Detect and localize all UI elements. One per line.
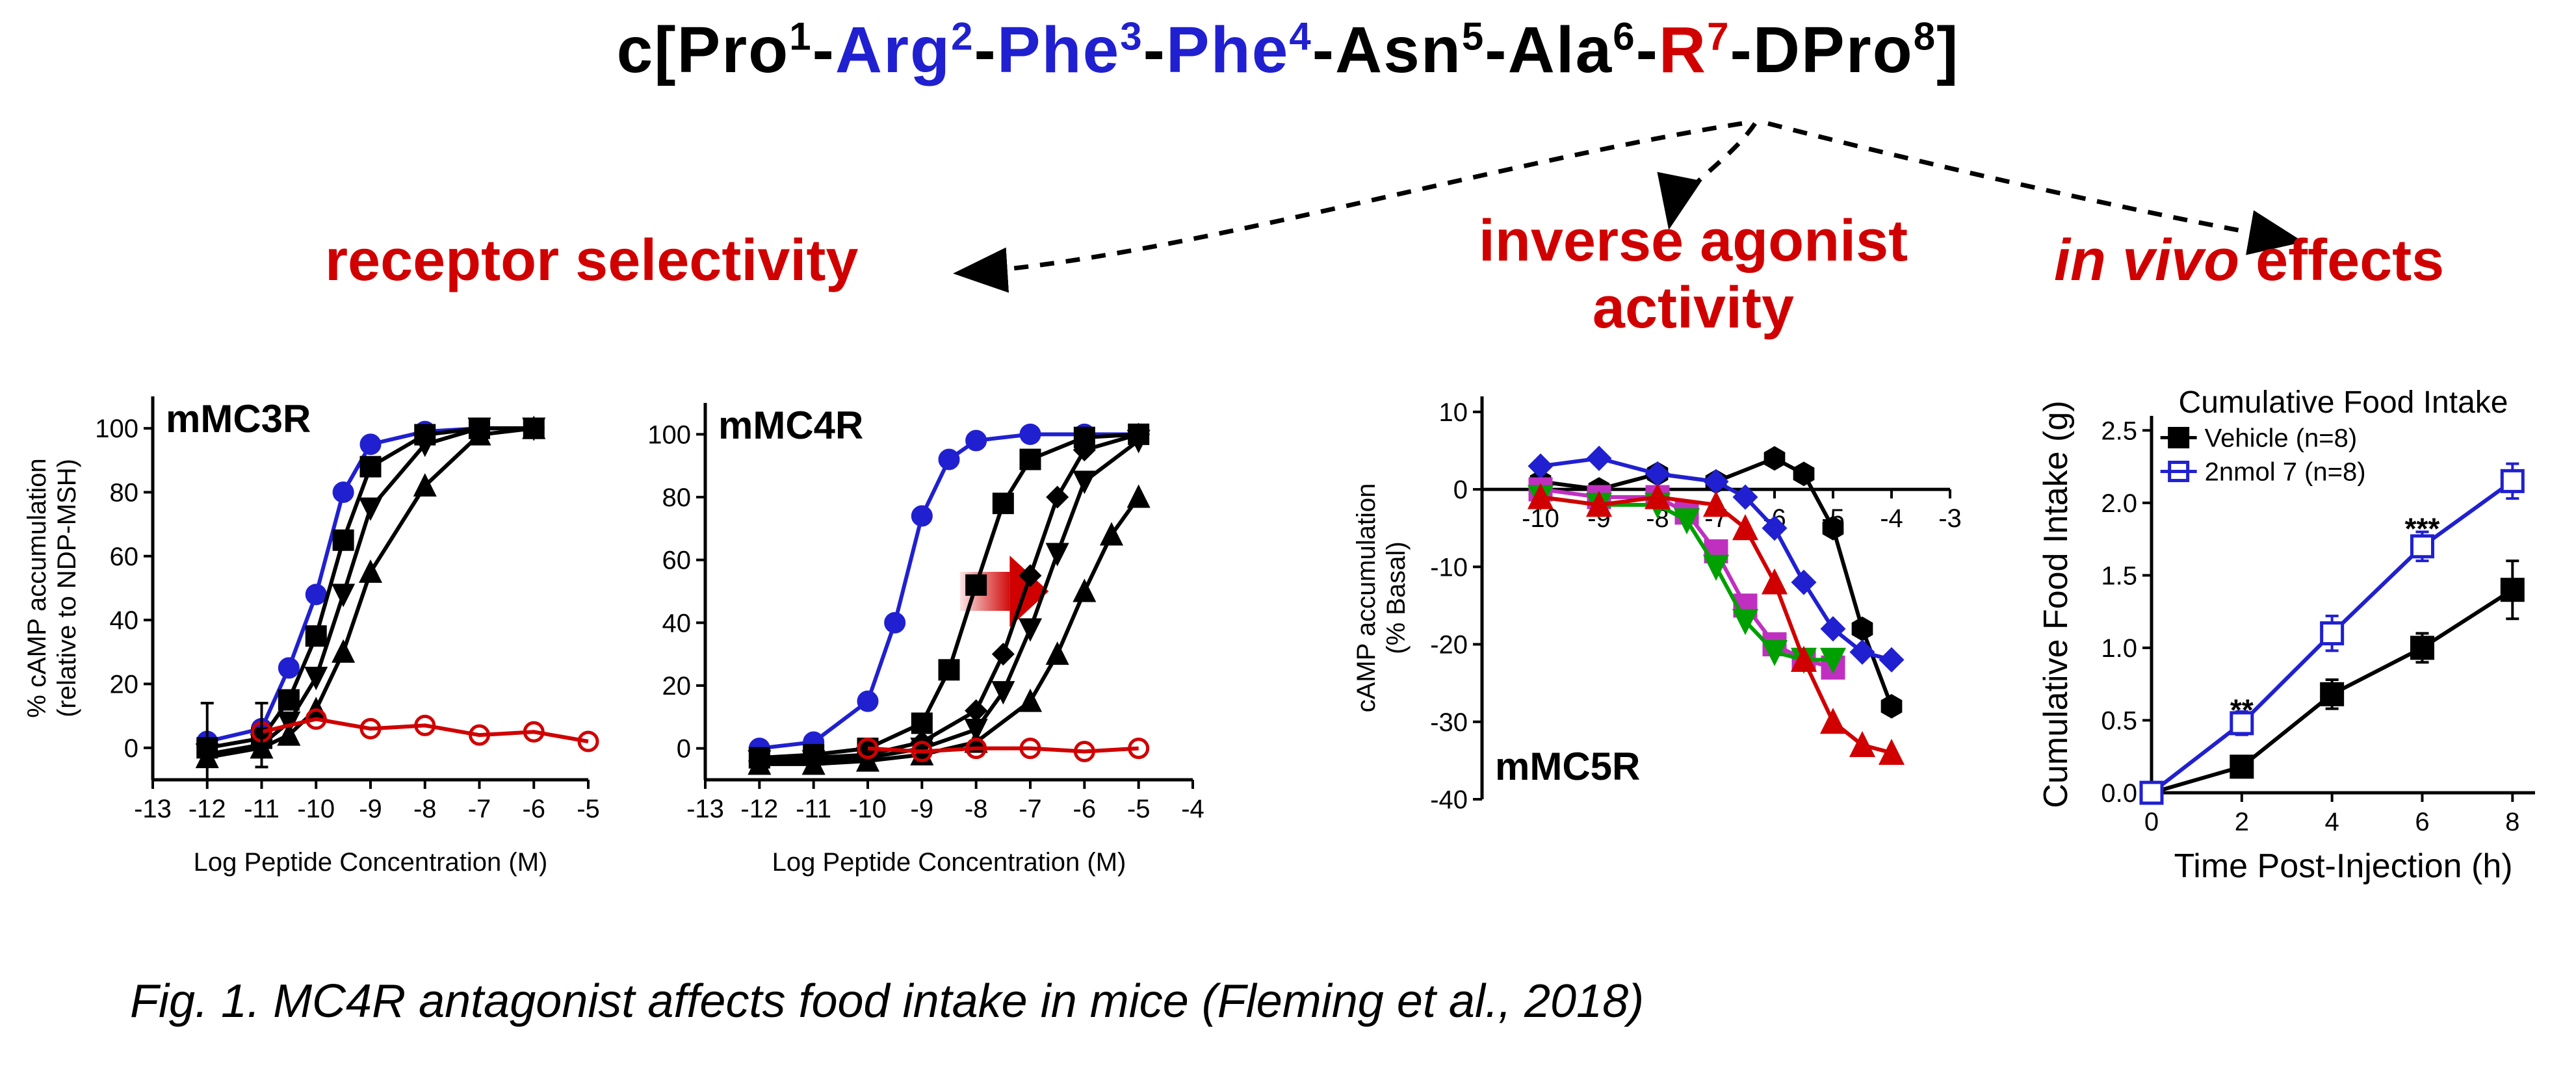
svg-text:-5: -5 (1127, 795, 1151, 823)
svg-text:40: 40 (110, 606, 139, 635)
svg-text:Log Peptide Concentration (M): Log Peptide Concentration (M) (772, 848, 1126, 877)
svg-text:60: 60 (662, 546, 692, 575)
svg-text:10: 10 (1439, 398, 1468, 427)
svg-text:-8: -8 (965, 795, 988, 823)
figure-caption: Fig. 1. MC4R antagonist affects food int… (130, 975, 1644, 1028)
heading-inverse-agonist: inverse agonist activity (1446, 208, 1940, 342)
heading-line1: inverse agonist (1479, 209, 1908, 274)
svg-text:mMC5R: mMC5R (1495, 745, 1640, 788)
chart-mmc5r: -10-9-8-7-6-5-4-3-40-30-20-10010mMC5RcAM… (1352, 370, 1970, 877)
svg-text:20: 20 (662, 672, 692, 701)
heading-italic-part: in vivo (2054, 228, 2239, 293)
charts-row: -13-12-11-10-9-8-7-6-5020406080100mMC3RL… (0, 364, 2576, 897)
svg-text:-13: -13 (134, 795, 172, 823)
svg-text:-9: -9 (911, 795, 934, 823)
svg-text:-7: -7 (1019, 795, 1042, 823)
svg-text:Vehicle (n=8): Vehicle (n=8) (2205, 424, 2358, 452)
svg-text:20: 20 (110, 671, 139, 699)
svg-text:6: 6 (2415, 808, 2429, 836)
svg-text:-7: -7 (468, 795, 491, 823)
svg-text:mMC3R: mMC3R (166, 397, 311, 441)
svg-text:Log Peptide Concentration (M): Log Peptide Concentration (M) (194, 848, 548, 877)
svg-text:-11: -11 (796, 795, 831, 823)
svg-text:-5: -5 (577, 795, 600, 823)
svg-text:-20: -20 (1430, 631, 1468, 660)
heading-receptor-selectivity: receptor selectivity (325, 227, 858, 294)
svg-text:0: 0 (124, 734, 138, 763)
svg-text:8: 8 (2505, 808, 2519, 836)
chart-mmc4r: -13 -12 -11 -10 -9 -8 -7 -6 -5 -4 0 20 40 60 80 100 mMC4… (627, 377, 1212, 890)
figure-page: c[Pro1-Arg2-Phe3-Phe4-Asn5-Ala6-R7-DPro8… (0, 0, 2576, 1067)
svg-text:Cumulative Food Intake: Cumulative Food Intake (2179, 385, 2508, 420)
heading-in-vivo: in vivo effects (2054, 227, 2444, 294)
svg-text:-9: -9 (359, 795, 382, 823)
chart-food-intake: 0 2 4 6 8 0.0 0.5 1.0 1.5 2.0 2.5 Cumulative Food I… (2035, 364, 2555, 897)
svg-text:-3: -3 (1938, 504, 1962, 533)
svg-text:0: 0 (2144, 808, 2159, 836)
svg-text:0.5: 0.5 (2101, 706, 2137, 735)
svg-text:-4: -4 (1181, 795, 1204, 823)
svg-text:2.5: 2.5 (2101, 417, 2137, 445)
svg-text:Time Post-Injection (h): Time Post-Injection (h) (2174, 847, 2512, 885)
svg-text:-10: -10 (297, 795, 335, 823)
svg-text:80: 80 (110, 479, 139, 508)
svg-text:2: 2 (2235, 808, 2249, 836)
svg-text:1.0: 1.0 (2101, 634, 2137, 663)
svg-text:-11: -11 (244, 795, 280, 823)
svg-text:0.0: 0.0 (2101, 779, 2137, 808)
svg-text:-8: -8 (413, 795, 437, 823)
svg-text:-10: -10 (849, 795, 887, 823)
svg-text:-30: -30 (1430, 708, 1468, 737)
svg-text:2.0: 2.0 (2101, 489, 2137, 518)
svg-text:-10: -10 (1430, 553, 1468, 582)
chart-mmc3r: -13 -12 -11 -10 -9 -8 -7 -6 -5 0 20 40 60 80 100 mMC3R L… (23, 370, 608, 890)
svg-text:1.5: 1.5 (2101, 561, 2137, 590)
svg-text:-12: -12 (189, 795, 226, 823)
svg-text:4: 4 (2325, 808, 2339, 836)
svg-text:***: *** (2405, 512, 2440, 546)
heading-line2: activity (1446, 275, 1940, 342)
svg-text:-4: -4 (1880, 504, 1903, 533)
svg-text:-6: -6 (522, 795, 545, 823)
heading-rest: effects (2239, 228, 2444, 293)
svg-text:0: 0 (1453, 476, 1468, 504)
svg-text:40: 40 (662, 609, 692, 637)
svg-text:-40: -40 (1430, 786, 1468, 814)
svg-text:Cumulative Food Intake (g): Cumulative Food Intake (g) (2037, 400, 2075, 808)
svg-text:2nmol 7 (n=8): 2nmol 7 (n=8) (2205, 457, 2366, 486)
svg-text:60: 60 (110, 543, 139, 571)
svg-text:-13: -13 (686, 795, 724, 823)
svg-text:100: 100 (95, 415, 138, 443)
svg-text:mMC4R: mMC4R (718, 404, 863, 447)
svg-text:% cAMP accumulation(relative t: % cAMP accumulation(relative to NDP-MSH) (23, 458, 81, 717)
svg-text:cAMP accumulation(% Basal): cAMP accumulation(% Basal) (1352, 483, 1411, 713)
svg-text:**: ** (2230, 693, 2254, 726)
svg-text:0: 0 (677, 735, 691, 764)
svg-text:-12: -12 (740, 795, 778, 823)
svg-text:100: 100 (647, 420, 691, 449)
svg-text:-6: -6 (1073, 795, 1097, 823)
svg-text:80: 80 (662, 483, 692, 512)
peptide-sequence-title: c[Pro1-Arg2-Phe3-Phe4-Asn5-Ala6-R7-DPro8… (0, 13, 2576, 88)
